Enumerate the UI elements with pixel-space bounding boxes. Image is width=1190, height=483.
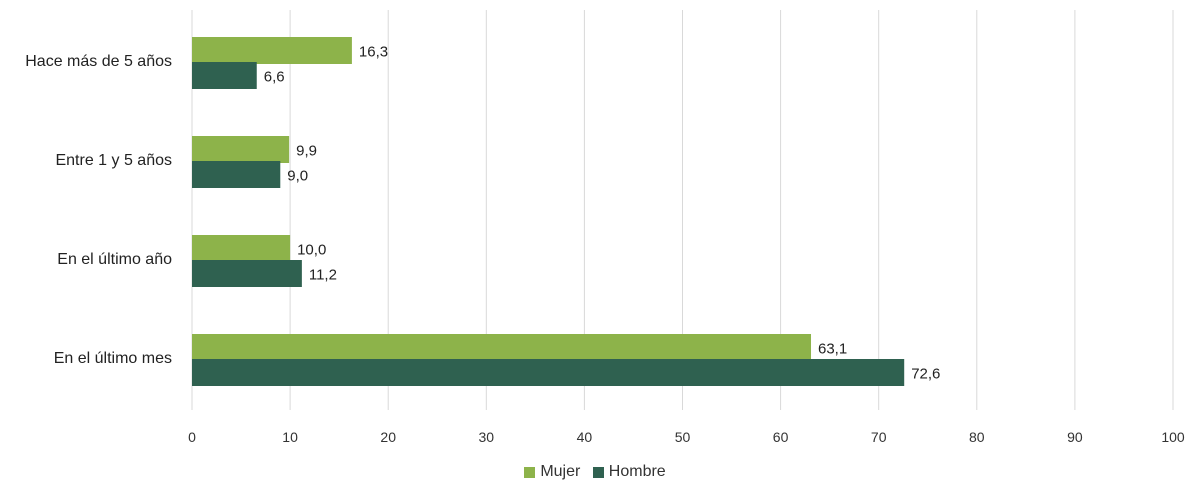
legend-item-mujer: Mujer xyxy=(524,463,580,481)
bar-mujer xyxy=(192,235,291,262)
x-tick-label: 80 xyxy=(969,429,985,445)
bars xyxy=(192,37,905,386)
bar-hombre xyxy=(192,359,905,386)
bar-mujer xyxy=(192,136,290,163)
legend-item-hombre: Hombre xyxy=(592,463,666,481)
data-label-hombre: 72,6 xyxy=(911,366,940,383)
x-tick-label: 40 xyxy=(577,429,593,445)
x-tick-label: 0 xyxy=(188,429,196,445)
x-tick-label: 30 xyxy=(479,429,495,445)
x-tick-label: 90 xyxy=(1067,429,1083,445)
legend-label-mujer: Mujer xyxy=(540,463,581,480)
data-label-mujer: 63,1 xyxy=(818,341,847,358)
x-tick-label: 70 xyxy=(871,429,887,445)
bar-hombre xyxy=(192,260,302,287)
bar-mujer xyxy=(192,37,352,64)
data-label-mujer: 16,3 xyxy=(359,44,388,61)
category-label: En el último año xyxy=(57,251,172,268)
category-label: Entre 1 y 5 años xyxy=(55,152,172,169)
gridlines xyxy=(191,10,1174,410)
x-tick-label: 100 xyxy=(1161,429,1185,445)
data-label-hombre: 6,6 xyxy=(264,69,285,86)
category-label: En el último mes xyxy=(54,350,172,367)
legend-label-hombre: Hombre xyxy=(608,463,666,480)
x-tick-label: 10 xyxy=(282,429,298,445)
data-label-hombre: 9,0 xyxy=(287,168,308,185)
labels: 0 10 20 30 40 50 60 70 80 90 100 Hace más de 5 años… xyxy=(25,44,1185,446)
legend-swatch-hombre xyxy=(592,466,604,478)
category-label: Hace más de 5 años xyxy=(25,53,172,70)
bar-hombre xyxy=(192,62,257,89)
x-tick-label: 60 xyxy=(773,429,789,445)
x-tick-label: 50 xyxy=(675,429,691,445)
data-label-mujer: 9,9 xyxy=(296,143,317,160)
bar-hombre xyxy=(192,161,281,188)
data-label-hombre: 11,2 xyxy=(309,267,337,284)
legend-swatch-mujer xyxy=(524,466,536,478)
data-label-mujer: 10,0 xyxy=(297,242,326,259)
legend: Mujer Hombre xyxy=(0,463,1190,483)
bar-mujer xyxy=(192,334,812,361)
x-tick-label: 20 xyxy=(380,429,396,445)
